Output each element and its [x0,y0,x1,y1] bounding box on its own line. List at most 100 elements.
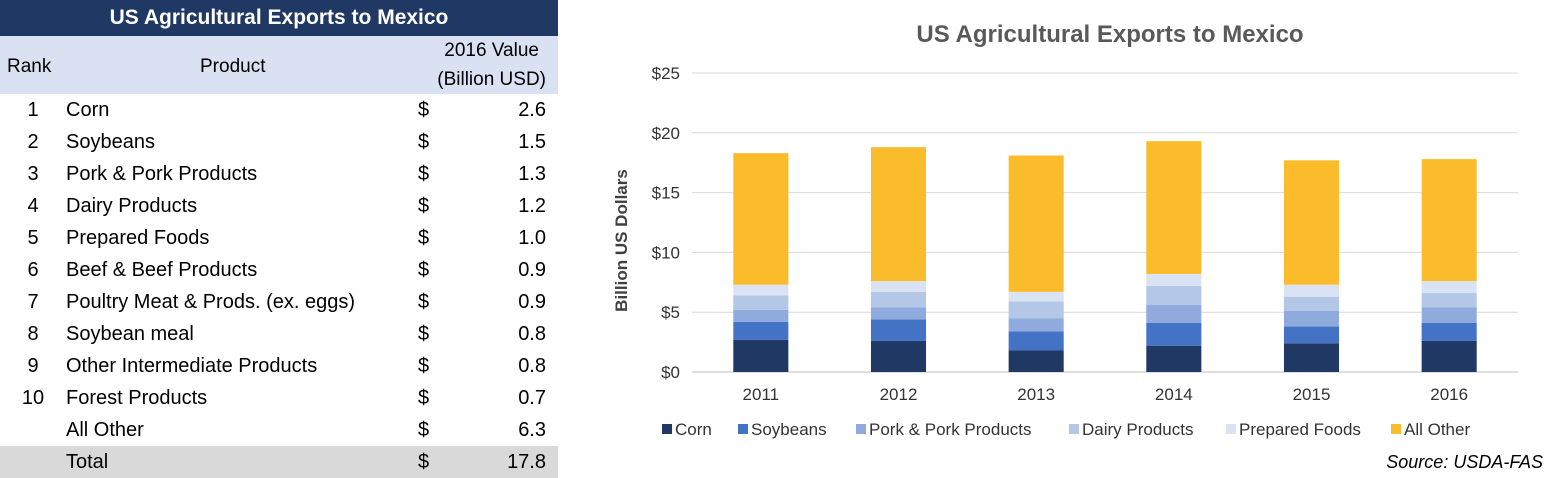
table-row: 6 Beef & Beef Products $0.9 [0,254,558,286]
bar-segment-corn [870,340,927,372]
value-cell: 6.3 [518,419,546,441]
table-row: 1 Corn $2.6 [0,94,558,126]
rank-cell: 10 [21,387,45,409]
currency-cell: $ [418,387,430,409]
value-cell: 1.0 [518,227,546,249]
rank-cell: 2 [27,131,39,153]
product-cell: Soybeans [66,131,155,153]
bar-segment-dairy-products [1008,301,1064,319]
table-row: 10 Forest Products $0.7 [0,382,558,414]
bar-segment-pork-pork-products [1008,318,1064,332]
source-note: Source: USDA-FAS [1386,452,1543,472]
legend-swatch [1226,424,1236,434]
table-row: 9 Other Intermediate Products $0.8 [0,350,558,382]
table-row: 3 Pork & Pork Products $1.3 [0,158,558,190]
bar-segment-prepared-foods [733,284,789,296]
legend-label: Dairy Products [1082,420,1193,439]
bar-segment-prepared-foods [1146,273,1202,286]
rank-cell: 7 [27,291,39,313]
value-cell: 0.9 [518,259,546,281]
bar-segment-soybeans [870,319,927,341]
x-tick-label: 2011 [743,385,780,404]
y-axis-label: Billion US Dollars [612,169,631,312]
bar-segment-corn [1146,345,1202,372]
rank-cell: 4 [27,195,39,217]
bar-segment-dairy-products [870,291,927,308]
header-rank: Rank [7,56,52,77]
bar-segment-soybeans [1283,326,1340,344]
product-cell: Beef & Beef Products [66,259,258,281]
y-tick-label: $0 [661,363,680,382]
legend-swatch [662,424,672,434]
bar-segment-dairy-products [1421,293,1477,308]
header-value-line1: 2016 Value [444,40,539,61]
bar-segment-all-other [1421,159,1477,282]
bar-segment-pork-pork-products [870,307,927,320]
currency-cell: $ [418,323,430,345]
legend-label: Prepared Foods [1239,420,1361,439]
chart-title: US Agricultural Exports to Mexico [916,21,1303,48]
bar-segment-prepared-foods [1008,291,1064,302]
value-cell: 0.8 [518,355,546,377]
bar-segment-all-other [733,153,789,285]
value-cell: 1.2 [518,195,546,217]
legend-label: Soybeans [751,420,827,439]
x-tick-label: 2012 [880,385,918,404]
legend-swatch [738,424,748,434]
table-header: Rank Product 2016 Value (Billion USD) [0,36,558,94]
y-tick-label: $25 [652,64,680,83]
x-tick-label: 2013 [1017,385,1055,404]
bar-segment-all-other [1146,141,1202,274]
y-tick-label: $15 [652,184,680,203]
table-row: 5 Prepared Foods $1.0 [0,222,558,254]
header-value-line2: (Billion USD) [437,69,546,90]
bar-segment-soybeans [1008,331,1064,351]
stacked-bar-chart: US Agricultural Exports to Mexico $0 $5 $10… [580,0,1558,478]
bar-segment-corn [733,339,789,372]
legend-swatch [1391,424,1401,434]
product-cell: All Other [66,419,144,441]
rank-cell: 1 [27,99,39,121]
legend-label: Corn [675,420,712,439]
bar-segment-pork-pork-products [733,309,789,322]
value-cell: 1.5 [518,131,546,153]
bar-segment-all-other [1008,155,1064,292]
y-tick-label: $10 [652,243,680,262]
chart-svg: US Agricultural Exports to Mexico $0 $5 $10… [612,21,1518,439]
bar-segment-pork-pork-products [1283,311,1340,327]
legend-label: Pork & Pork Products [869,420,1032,439]
legend-swatch [856,424,866,434]
value-cell: 1.3 [518,163,546,185]
rank-cell: 6 [27,259,39,281]
value-cell: 2.6 [518,99,546,121]
bar-segment-all-other [1283,160,1340,285]
bar-segment-dairy-products [733,295,789,310]
bar-segment-dairy-products [1146,285,1202,306]
x-tick-label: 2014 [1155,385,1193,404]
legend-label: All Other [1404,420,1470,439]
currency-cell: $ [418,355,430,377]
table-row: 7 Poultry Meat & Prods. (ex. eggs) $0.9 [0,286,558,318]
rank-cell: 9 [27,355,39,377]
currency-cell: $ [418,419,430,441]
product-cell: Poultry Meat & Prods. (ex. eggs) [66,291,356,313]
bar-segment-pork-pork-products [1146,305,1202,323]
y-tick-label: $20 [652,124,680,143]
table-row: 8 Soybean meal $0.8 [0,318,558,350]
bar-segment-prepared-foods [1283,284,1340,297]
table-title: US Agricultural Exports to Mexico [0,0,558,36]
bar-segment-dairy-products [1283,296,1340,312]
currency-cell: $ [418,99,430,121]
product-cell: Dairy Products [66,195,198,217]
currency-cell: $ [418,451,430,473]
product-cell: Soybean meal [66,323,194,345]
product-cell: Pork & Pork Products [66,163,258,185]
value-cell: 17.8 [507,451,546,473]
currency-cell: $ [418,259,430,281]
value-cell: 0.8 [518,323,546,345]
table-row: 4 Dairy Products $1.2 [0,190,558,222]
table-row: 2 Soybeans $1.5 [0,126,558,158]
bar-segment-soybeans [1146,322,1202,346]
x-tick-label: 2015 [1293,385,1331,404]
bar-segment-corn [1008,350,1064,372]
